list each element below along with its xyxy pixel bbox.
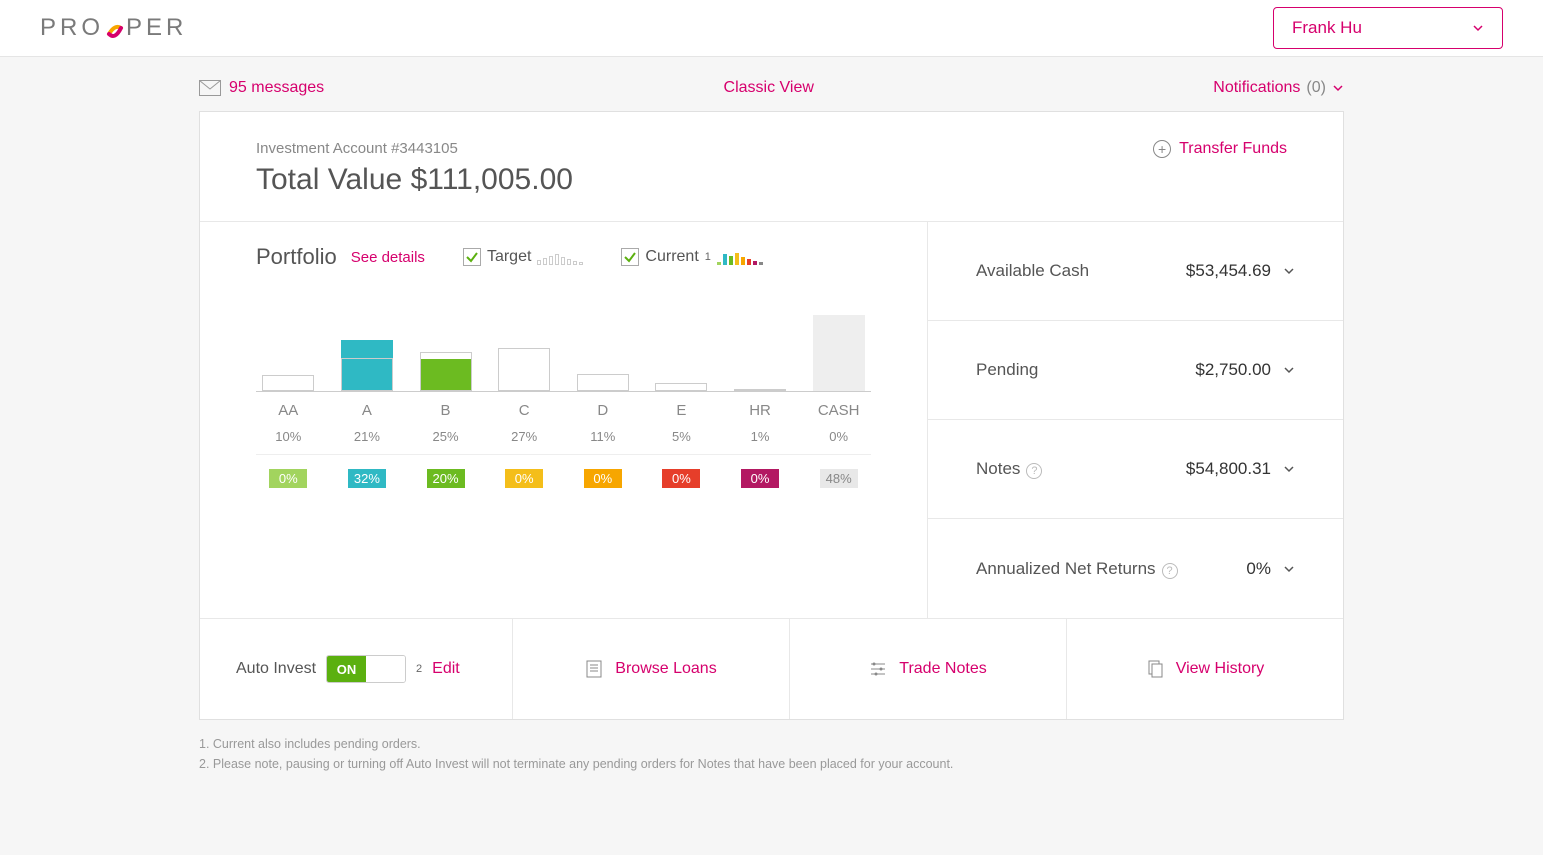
allocation-chart: AAABCDEHRCASH 10%21%25%27%11%5%1%0% 0%32… [200,270,927,488]
footnote-1: 1. Current also includes pending orders. [199,734,1344,754]
stat-notes[interactable]: Notes? $54,800.31 [928,420,1343,519]
chevron-down-icon [1283,265,1295,277]
current-pct-badge: 48% [820,469,858,488]
target-label: Target [487,248,531,266]
target-checkbox[interactable] [463,248,481,266]
help-icon[interactable]: ? [1162,563,1178,579]
help-icon[interactable]: ? [1026,463,1042,479]
target-pct-label: 10% [256,429,321,444]
account-header: Investment Account #3443105 Total Value … [200,112,1343,222]
auto-invest-section: Auto Invest ON 2 Edit [200,619,513,719]
bar-slot [335,312,400,391]
trade-notes-link[interactable]: Trade Notes [790,619,1067,719]
auto-invest-footnote-mark: 2 [416,663,422,675]
brand-swirl-icon [106,19,124,37]
target-pct-label: 27% [492,429,557,444]
notifications-label: Notifications [1213,79,1300,97]
edit-link[interactable]: Edit [432,660,460,678]
sliders-icon [869,660,887,678]
bar-category-label: CASH [806,402,871,419]
stat-available-cash[interactable]: Available Cash $53,454.69 [928,222,1343,321]
see-details-link[interactable]: See details [351,249,425,266]
user-name: Frank Hu [1292,18,1362,38]
bar-category-label: C [492,402,557,419]
current-pct-badge: 0% [741,469,779,488]
bar-slot [256,312,321,391]
bar-category-label: HR [728,402,793,419]
bar-slot [728,312,793,391]
auto-invest-toggle[interactable]: ON [326,655,406,683]
bar-category-label: E [649,402,714,419]
messages-link[interactable]: 95 messages [199,79,324,97]
copy-icon [1146,660,1164,678]
target-pct-label: 5% [649,429,714,444]
portfolio-panel: Portfolio See details Target Current 1 [200,222,928,618]
target-pct-label: 1% [728,429,793,444]
sub-bar: 95 messages Classic View Notifications (… [199,57,1344,111]
chevron-down-icon [1283,463,1295,475]
bar-slot [649,312,714,391]
bar-slot [571,312,636,391]
target-pct-label: 11% [571,429,636,444]
messages-label: 95 messages [229,79,324,97]
top-bar: PRO PER Frank Hu [0,0,1543,57]
brand-logo: PRO PER [40,14,187,42]
chevron-down-icon [1283,364,1295,376]
bar-category-label: AA [256,402,321,419]
brand-pre: PRO [40,14,104,42]
classic-view-link[interactable]: Classic View [724,79,814,97]
bar-slot [806,312,871,391]
target-pct-label: 21% [335,429,400,444]
footnotes: 1. Current also includes pending orders.… [199,734,1344,774]
target-mini-icon [537,249,583,265]
total-value: Total Value $111,005.00 [256,163,573,197]
account-number: Investment Account #3443105 [256,140,573,157]
list-icon [585,660,603,678]
bar-category-label: D [571,402,636,419]
browse-loans-link[interactable]: Browse Loans [513,619,790,719]
stat-pending[interactable]: Pending $2,750.00 [928,321,1343,420]
auto-invest-label: Auto Invest [236,660,316,678]
current-pct-badge: 0% [584,469,622,488]
transfer-funds-link[interactable]: + Transfer Funds [1153,140,1287,158]
current-pct-badge: 0% [662,469,700,488]
chevron-down-icon [1332,82,1344,94]
bar-slot [492,312,557,391]
bar-slot [413,312,478,391]
stats-panel: Available Cash $53,454.69 Pending $2,750… [928,222,1343,618]
portfolio-title: Portfolio [256,244,337,270]
footnote-2: 2. Please note, pausing or turning off A… [199,754,1344,774]
view-history-link[interactable]: View History [1067,619,1343,719]
current-pct-badge: 32% [348,469,386,488]
current-pct-badge: 20% [427,469,465,488]
dashboard-card: Investment Account #3443105 Total Value … [199,111,1344,720]
target-pct-label: 0% [806,429,871,444]
plus-circle-icon: + [1153,140,1171,158]
envelope-icon [199,80,221,96]
current-footnote-mark: 1 [705,251,711,263]
action-bar: Auto Invest ON 2 Edit Browse Loans Trade… [200,618,1343,719]
notifications-link[interactable]: Notifications (0) [1213,79,1344,97]
current-pct-badge: 0% [505,469,543,488]
current-checkbox[interactable] [621,248,639,266]
current-pct-badge: 0% [269,469,307,488]
current-mini-icon [717,249,763,265]
brand-post: PER [126,14,187,42]
stat-returns[interactable]: Annualized Net Returns? 0% [928,519,1343,618]
notifications-count: (0) [1306,79,1326,97]
chevron-down-icon [1283,563,1295,575]
target-pct-label: 25% [413,429,478,444]
bar-category-label: B [413,402,478,419]
chevron-down-icon [1472,22,1484,34]
user-menu-button[interactable]: Frank Hu [1273,7,1503,49]
current-label: Current [645,248,698,266]
bar-category-label: A [335,402,400,419]
